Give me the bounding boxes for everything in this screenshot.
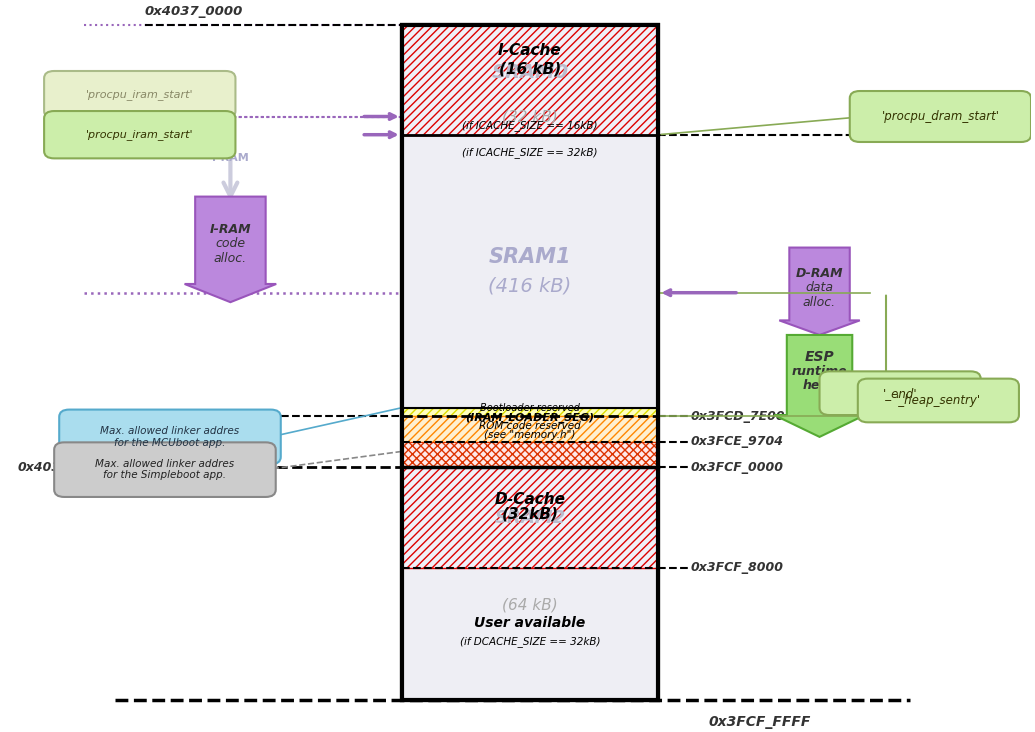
FancyArrow shape [774,335,865,437]
Text: alloc.: alloc. [803,296,836,309]
Text: 0x403C_7E00: 0x403C_7E00 [184,410,277,423]
Text: 'procpu_iram_start': 'procpu_iram_start' [86,130,194,140]
FancyBboxPatch shape [820,371,981,415]
Text: ROM code reserved: ROM code reserved [479,421,581,430]
FancyBboxPatch shape [858,378,1018,422]
Bar [402,26,658,701]
Text: '_end': '_end' [883,386,917,400]
Text: ESP: ESP [805,350,834,364]
FancyBboxPatch shape [402,408,658,417]
Text: 0x3FC8_8000: 0x3FC8_8000 [912,128,1011,141]
Text: 0x3FCF_0000: 0x3FCF_0000 [690,461,783,474]
Text: (64 kB): (64 kB) [502,597,558,613]
Text: (if DCACHE_SIZE == 32kB): (if DCACHE_SIZE == 32kB) [460,636,600,647]
Text: (416 kB): (416 kB) [489,276,571,295]
FancyBboxPatch shape [59,410,280,464]
Text: heap: heap [802,379,837,392]
Text: 0x3FCF_FFFF: 0x3FCF_FFFF [709,715,811,729]
Text: Max. allowed linker addres
for the MCUboot app.: Max. allowed linker addres for the MCUbo… [100,426,239,448]
FancyArrow shape [779,247,860,335]
Text: (32kB): (32kB) [502,507,559,522]
Text: User available: User available [474,616,586,630]
FancyBboxPatch shape [402,417,658,442]
FancyBboxPatch shape [402,26,658,135]
Bar [402,135,658,408]
FancyBboxPatch shape [402,468,658,568]
Text: (32 kB): (32 kB) [502,109,558,124]
Text: 0x3FCE_9704: 0x3FCE_9704 [690,436,783,449]
Text: (16 kB): (16 kB) [499,61,561,77]
Text: Max. allowed linker addres
for the Simpleboot app.: Max. allowed linker addres for the Simpl… [95,459,235,480]
Bar [402,568,658,701]
Text: 0x3FCF_8000: 0x3FCF_8000 [690,561,783,575]
Text: I-RAM: I-RAM [210,223,252,236]
Text: code: code [215,237,245,250]
Text: SRAM1: SRAM1 [489,247,571,266]
FancyBboxPatch shape [54,442,275,497]
Text: 0x403D_FFFF: 0x403D_FFFF [18,461,112,474]
Text: (if ICACHE_SIZE == 16kB): (if ICACHE_SIZE == 16kB) [463,120,598,131]
FancyBboxPatch shape [45,71,235,119]
Text: 0x4037_0000: 0x4037_0000 [145,5,243,18]
Bar [402,26,658,701]
Text: D-RAM: D-RAM [796,266,844,280]
Text: '_heap_sentry': '_heap_sentry' [896,394,981,407]
Text: Bootloader reserved: Bootloader reserved [480,403,580,414]
Text: I-Cache: I-Cache [498,43,562,59]
FancyBboxPatch shape [850,91,1031,142]
Text: runtime: runtime [792,365,848,378]
Text: data: data [805,281,833,294]
Text: (see "memory.h"): (see "memory.h") [484,430,575,440]
Text: 'procpu_iram_start': 'procpu_iram_start' [86,89,194,100]
Text: (if ICACHE_SIZE == 32kB): (if ICACHE_SIZE == 32kB) [463,147,598,158]
FancyArrow shape [184,197,276,302]
FancyBboxPatch shape [45,111,235,158]
Text: alloc.: alloc. [214,252,247,265]
Text: (IRAM_LOADER_SEG): (IRAM_LOADER_SEG) [466,413,594,423]
Text: D-Cache: D-Cache [495,492,565,507]
FancyBboxPatch shape [402,442,658,468]
Text: 0x3FCD_7E00: 0x3FCD_7E00 [690,410,786,423]
Text: SRAM2: SRAM2 [495,509,565,527]
Text: 'procpu_dram_start': 'procpu_dram_start' [882,110,1000,123]
Text: SRAM0: SRAM0 [492,63,568,82]
Text: I-RAM: I-RAM [212,154,248,163]
